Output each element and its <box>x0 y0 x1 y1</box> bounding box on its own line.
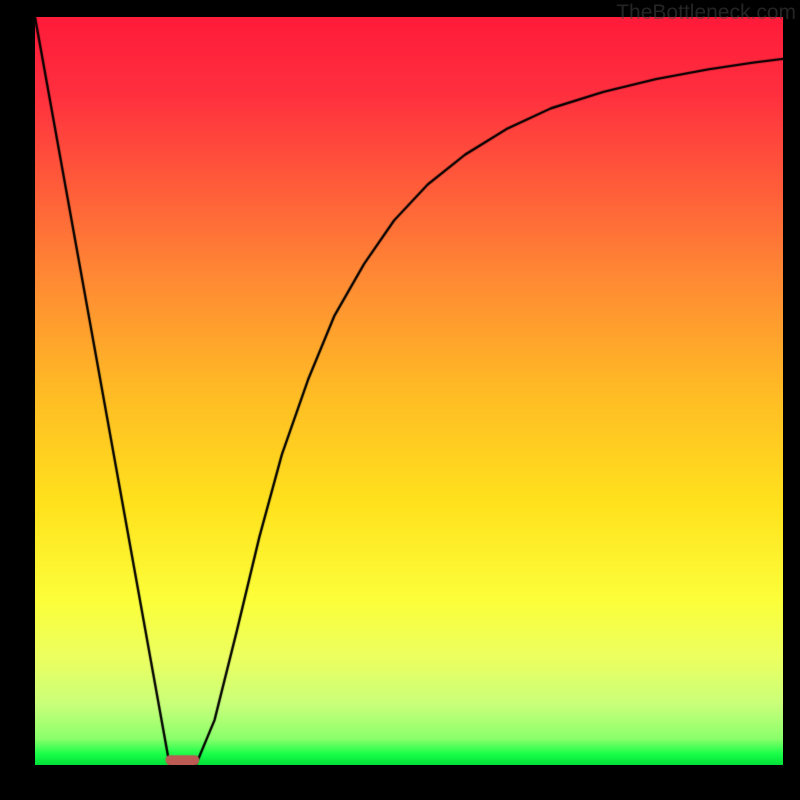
chart-frame-bottom <box>0 765 800 800</box>
plot-canvas <box>35 17 783 765</box>
chart-frame-left <box>0 0 35 800</box>
chart-wrapper: { "chart": { "type": "line", "width": 80… <box>0 0 800 800</box>
chart-frame-right <box>783 0 800 800</box>
watermark-text: TheBottleneck.com <box>616 1 796 25</box>
